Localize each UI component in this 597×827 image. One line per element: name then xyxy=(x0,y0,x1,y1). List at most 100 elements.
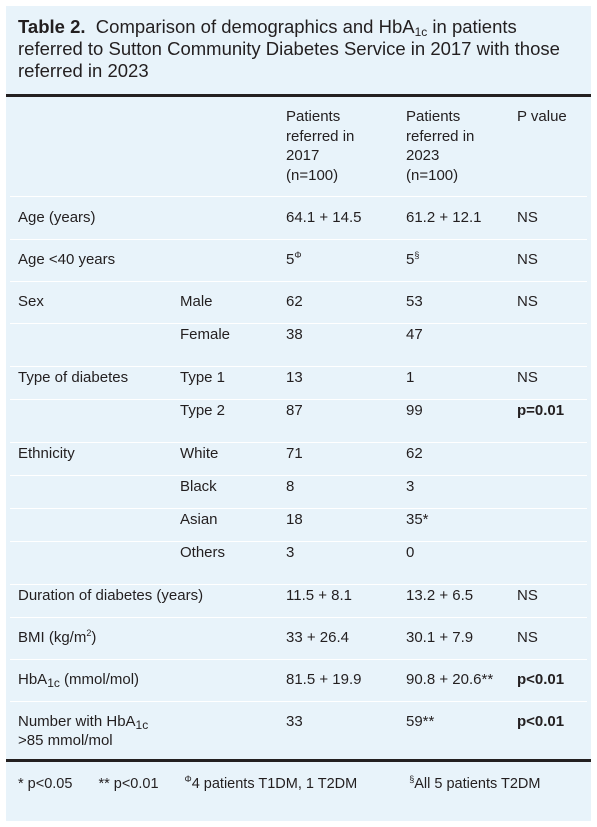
value-2017: 8 xyxy=(286,478,295,495)
value-2023: 61.2 + 12.1 xyxy=(406,209,482,226)
table-row-sex-male: Sex Male 62 53 NS xyxy=(6,292,591,324)
label-text: BMI (kg/m xyxy=(18,629,87,646)
value-2023: 90.8 + 20.6** xyxy=(406,671,494,688)
row-sublabel: Asian xyxy=(180,511,218,528)
phi-marker: Φ xyxy=(294,250,302,260)
value-2017: 33 + 26.4 xyxy=(286,629,349,646)
table-row-number-hba1c: Number with HbA1c >85 mmol/mol 33 59** p… xyxy=(6,712,591,756)
value-2017: 5Φ xyxy=(286,250,302,269)
value-2023: 1 xyxy=(406,369,415,386)
value-number: 5 xyxy=(286,251,295,268)
header-2023-line: 2023 xyxy=(406,147,440,164)
value-2017: 33 xyxy=(286,713,303,730)
header-2023-line: referred in xyxy=(406,127,475,145)
row-sublabel: White xyxy=(180,445,219,462)
row-label: Age (years) xyxy=(18,209,96,226)
row-label: Sex xyxy=(18,293,44,310)
label-subscript: 1c xyxy=(47,676,60,690)
header-2017-line: (n=100) xyxy=(286,166,339,184)
table-row-age-under-40: Age <40 years 5Φ 5§ NS xyxy=(6,250,591,282)
p-value: NS xyxy=(517,293,538,310)
row-label: Number with HbA1c >85 mmol/mol xyxy=(18,712,148,750)
table-row-bmi: BMI (kg/m2) 33 + 26.4 30.1 + 7.9 NS xyxy=(6,628,591,660)
p-value: p=0.01 xyxy=(517,402,565,419)
footnote-p05: * p<0.05 xyxy=(18,776,73,792)
value-2023: 13.2 + 6.5 xyxy=(406,587,474,604)
top-rule xyxy=(6,94,591,97)
value-2017: 18 xyxy=(286,511,303,528)
header-2017: Patients referred in 2017 (n=100) xyxy=(286,107,354,185)
value-2017: 81.5 + 19.9 xyxy=(286,671,362,688)
row-label: Type of diabetes xyxy=(18,369,129,386)
section-marker: § xyxy=(414,250,420,260)
row-label: HbA1c (mmol/mol) xyxy=(18,670,139,689)
table-row-duration: Duration of diabetes (years) 11.5 + 8.1 … xyxy=(6,586,591,618)
value-2023: 99 xyxy=(406,402,423,419)
row-sublabel: Type 2 xyxy=(180,402,226,419)
value-2023: 47 xyxy=(406,326,423,343)
row-sublabel: Type 1 xyxy=(180,369,226,386)
bottom-rule xyxy=(6,759,591,762)
table-row-white: Ethnicity White 71 62 xyxy=(6,444,591,476)
value-2017: 13 xyxy=(286,369,303,386)
p-value: p<0.01 xyxy=(517,671,565,688)
label-line-2: >85 mmol/mol xyxy=(18,732,113,749)
label-text: (mmol/mol) xyxy=(59,671,140,688)
table-row-black: Black 8 3 xyxy=(6,477,591,509)
table-row-age: Age (years) 64.1 + 14.5 61.2 + 12.1 NS xyxy=(6,208,591,240)
label-text: HbA xyxy=(18,671,48,688)
value-2023: 5§ xyxy=(406,250,419,269)
p-value: NS xyxy=(517,629,538,646)
value-2017: 11.5 + 8.1 xyxy=(286,587,353,604)
value-2023: 35* xyxy=(406,511,429,528)
table-panel: Table 2. Comparison of demographics and … xyxy=(6,6,591,821)
row-label: BMI (kg/m2) xyxy=(18,628,96,647)
value-2023: 0 xyxy=(406,544,415,561)
row-label: Duration of diabetes (years) xyxy=(18,587,204,604)
row-sublabel: Black xyxy=(180,478,217,495)
p-value: NS xyxy=(517,587,538,604)
row-sublabel: Female xyxy=(180,326,231,343)
header-2017-line: referred in xyxy=(286,127,355,145)
header-row: Patients referred in 2017 (n=100) Patien… xyxy=(6,107,591,197)
value-2017: 71 xyxy=(286,445,303,462)
value-2017: 3 xyxy=(286,544,295,561)
table-row-asian: Asian 18 35* xyxy=(6,510,591,542)
header-pvalue: P value xyxy=(517,108,567,125)
label-text: Number with HbA xyxy=(18,713,136,730)
value-2017: 64.1 + 14.5 xyxy=(286,209,362,226)
value-2017: 38 xyxy=(286,326,303,343)
caption-text-end: in patients referred to Sutton Community… xyxy=(18,16,560,81)
p-value: p<0.01 xyxy=(517,713,565,730)
footnote-section: §All 5 patients T2DM xyxy=(409,774,566,793)
value-2023: 59** xyxy=(406,713,435,730)
value-number: 5 xyxy=(406,251,415,268)
table-row-type-1: Type of diabetes Type 1 13 1 NS xyxy=(6,368,591,400)
value-2023: 30.1 + 7.9 xyxy=(406,629,474,646)
footnote-text: 4 patients T1DM, 1 T2DM xyxy=(191,776,358,792)
label-text: ) xyxy=(91,629,97,646)
caption-text-start: Comparison of demographics and HbA xyxy=(95,16,415,37)
phi-marker: Φ xyxy=(184,774,192,784)
section-marker: § xyxy=(409,774,415,784)
value-2017: 62 xyxy=(286,293,303,310)
table-row-sex-female: Female 38 47 xyxy=(6,325,591,367)
row-label: Age <40 years xyxy=(18,251,116,268)
p-value: NS xyxy=(517,251,538,268)
label-superscript: 2 xyxy=(86,628,92,638)
table-row-hba1c: HbA1c (mmol/mol) 81.5 + 19.9 90.8 + 20.6… xyxy=(6,670,591,702)
footnote-phi: Φ4 patients T1DM, 1 T2DM xyxy=(184,774,384,793)
row-label: Ethnicity xyxy=(18,445,75,462)
row-sublabel: Male xyxy=(180,293,213,310)
caption-subscript: 1c xyxy=(414,25,428,39)
header-2017-line: Patients xyxy=(286,108,341,125)
header-2017-line: 2017 xyxy=(286,147,320,164)
header-2023-line: (n=100) xyxy=(406,166,459,184)
label-subscript: 1c xyxy=(135,718,149,732)
row-sublabel: Others xyxy=(180,544,226,561)
p-value: NS xyxy=(517,209,538,226)
table-label: Table 2. xyxy=(18,16,86,37)
table-caption: Table 2. Comparison of demographics and … xyxy=(18,16,578,82)
value-2017: 87 xyxy=(286,402,303,419)
header-2023-line: Patients xyxy=(406,108,461,125)
